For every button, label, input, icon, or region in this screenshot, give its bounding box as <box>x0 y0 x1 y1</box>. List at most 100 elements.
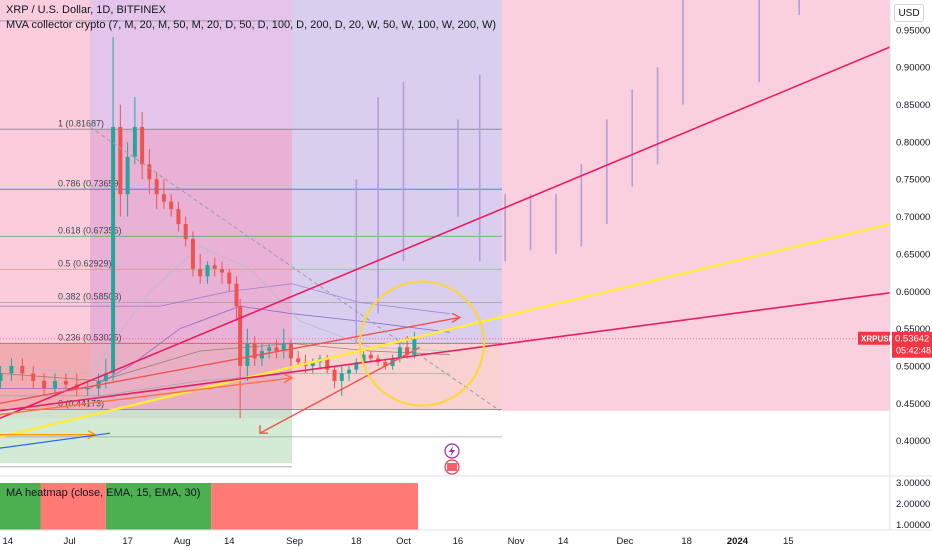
candle <box>397 343 402 363</box>
candle-body <box>339 373 344 381</box>
us-flag-glyph <box>447 463 457 471</box>
fib-label-0.618: 0.618 (0.67356) <box>58 225 122 235</box>
indicator-legend[interactable]: MVA collector crypto (7, M, 20, M, 50, M… <box>6 19 497 31</box>
last-price-tag <box>892 331 932 358</box>
candle <box>190 231 195 277</box>
price-tick: 0.45000 <box>896 399 930 410</box>
zone-pink-right <box>502 0 890 411</box>
heatmap-block <box>0 483 41 530</box>
candle <box>368 351 373 363</box>
heatmap-block <box>105 483 212 530</box>
candle-body <box>296 358 301 363</box>
fib-label-0: 0 (0.44173) <box>58 398 104 408</box>
candle-body <box>132 126 137 157</box>
candle-body <box>85 388 90 390</box>
time-tick: 18 <box>681 536 692 547</box>
heatmap-legend[interactable]: MA heatmap (close, EMA, 15, EMA, 30) <box>6 487 201 499</box>
price-axis: 0.95000 0.90000 0.85000 0.80000 0.75000 0.700… <box>858 0 932 550</box>
candle-body <box>310 362 315 366</box>
candle <box>42 373 47 396</box>
candle-body <box>354 362 359 370</box>
time-tick: Sep <box>286 536 303 547</box>
price-tick: 0.55000 <box>896 324 930 335</box>
projection-bars <box>355 0 800 344</box>
time-tick: Aug <box>174 536 191 547</box>
time-axis: 14 Jul 17 Aug 14 Sep 18 Oct 16 Nov 14 Dec 18 2024 15 <box>0 529 932 547</box>
candle-body <box>183 224 188 239</box>
candle-body <box>234 283 239 307</box>
candle <box>0 365 3 389</box>
ma-line-2 <box>0 246 451 374</box>
price-tick: 0.70000 <box>896 212 930 223</box>
trend-line-red-shallow <box>0 291 891 412</box>
candle-body <box>42 380 47 389</box>
zone-pink-left <box>0 0 90 419</box>
fib-label-0.5: 0.5 (0.62929) <box>58 258 112 268</box>
time-tick: Nov <box>508 536 525 547</box>
trend-drawings <box>0 46 891 475</box>
countdown-text: 05:42:48 <box>896 346 931 356</box>
candle <box>147 149 152 195</box>
price-tick: 0.40000 <box>896 436 930 447</box>
last-price-text: 0.53642 <box>895 334 929 345</box>
time-tick: 2024 <box>727 536 749 547</box>
zone-violet <box>292 0 502 344</box>
candle <box>347 365 352 381</box>
candle <box>296 351 301 366</box>
candle-body <box>347 369 352 374</box>
candle <box>332 365 337 389</box>
price-tick: 0.75000 <box>896 175 930 186</box>
fib-label-0.786: 0.786 (0.73659) <box>58 178 122 188</box>
candle-body <box>20 365 25 374</box>
candle-body <box>63 380 68 385</box>
candle-body <box>412 339 417 355</box>
zone-green <box>0 409 292 464</box>
candle <box>154 171 159 210</box>
time-tick: Oct <box>396 536 411 547</box>
candle-body <box>397 347 402 359</box>
price-tick: 0.85000 <box>896 100 930 111</box>
candle-body <box>205 265 210 277</box>
time-tick: Dec <box>616 536 633 547</box>
heatmap-tick: 2.00000 <box>896 499 930 510</box>
symbol-tag <box>858 331 890 345</box>
candle-body <box>332 369 337 381</box>
price-tick: 0.95000 <box>896 25 930 36</box>
candle-body <box>368 354 373 359</box>
candle-body <box>169 201 174 210</box>
candle-body <box>31 373 36 381</box>
arrow-line-orange <box>0 377 293 416</box>
arrow-line-upper <box>0 316 461 404</box>
candle <box>183 216 188 247</box>
candle-body <box>53 380 58 389</box>
price-tick: 0.80000 <box>896 137 930 148</box>
candle-body <box>245 343 250 366</box>
candle <box>118 104 123 217</box>
price-tick: 0.60000 <box>896 287 930 298</box>
candle-body <box>111 126 116 374</box>
candle-body <box>103 373 108 381</box>
candle <box>354 358 359 374</box>
candle-body <box>125 156 130 195</box>
arrow-line-down <box>259 346 421 434</box>
candle-body <box>252 343 257 359</box>
time-tick: 14 <box>558 536 569 547</box>
candle-body <box>361 354 366 363</box>
currency-button[interactable]: USD <box>894 4 924 22</box>
candle <box>111 37 116 381</box>
candle-body <box>0 373 3 381</box>
candle <box>169 194 174 217</box>
fib-label-0.236: 0.236 (0.53025) <box>58 332 122 342</box>
candle <box>85 380 90 396</box>
price-tick: 0.65000 <box>896 249 930 260</box>
symbol-tag-text: XRPUSD <box>861 335 895 344</box>
candle-body <box>212 265 217 269</box>
trend-line-yellow <box>0 222 891 439</box>
time-tick: 17 <box>122 536 133 547</box>
time-tick: Jul <box>63 536 75 547</box>
candle <box>176 201 181 232</box>
candle-body <box>118 126 123 195</box>
arrow-line-blue <box>0 432 111 449</box>
arrow-head-orange <box>283 373 294 384</box>
